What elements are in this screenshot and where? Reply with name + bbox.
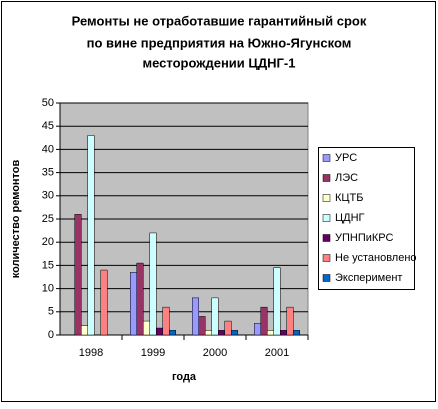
- bar: [81, 325, 88, 336]
- bar: [280, 330, 287, 336]
- legend-label: УПНПиКРС: [335, 232, 394, 244]
- legend-swatch: [322, 194, 331, 202]
- legend-label: ЦДНГ: [335, 212, 365, 224]
- y-tick-label: 0: [48, 329, 54, 341]
- x-tick-label: 2000: [203, 347, 227, 359]
- bar: [205, 330, 212, 336]
- chart-title: месторождении ЦДНГ-1: [143, 55, 296, 70]
- y-tick-label: 40: [42, 143, 54, 155]
- bar: [100, 269, 108, 336]
- bar: [254, 323, 261, 336]
- y-tick-label: 15: [42, 259, 54, 271]
- bar: [218, 330, 225, 336]
- legend-label: УРС: [335, 152, 357, 164]
- bar: [192, 297, 199, 336]
- bar: [267, 330, 274, 336]
- y-axis-label: количество ремонтов: [10, 159, 22, 278]
- x-tick-label: 2001: [265, 347, 289, 359]
- legend-swatch: [322, 214, 331, 222]
- chart-title: Ремонты не отработавшие гарантийный срок: [72, 13, 367, 28]
- x-axis-label: года: [172, 371, 197, 383]
- bar: [162, 306, 170, 336]
- bar: [130, 272, 137, 336]
- legend-label: ЛЭС: [335, 172, 358, 184]
- bar: [143, 320, 150, 336]
- legend-swatch: [322, 234, 331, 242]
- y-tick-label: 30: [42, 190, 54, 202]
- legend-swatch: [322, 154, 331, 162]
- chart-title: по вине предприятия на Южно-Ягунском: [87, 35, 352, 50]
- y-tick-label: 45: [42, 120, 54, 132]
- y-tick-label: 5: [48, 306, 54, 318]
- legend-box: [318, 147, 415, 290]
- legend-swatch: [322, 274, 331, 282]
- bar: [87, 135, 95, 336]
- bar: [169, 330, 176, 336]
- bar: [224, 320, 232, 336]
- bar: [74, 214, 82, 336]
- bar: [293, 330, 300, 336]
- y-tick-label: 35: [42, 167, 54, 179]
- y-tick-label: 10: [42, 283, 54, 295]
- y-tick-label: 20: [42, 236, 54, 248]
- bar: [231, 330, 238, 336]
- bar: [273, 267, 281, 336]
- y-tick-label: 25: [42, 213, 54, 225]
- bar: [286, 306, 294, 336]
- bar: [260, 306, 268, 336]
- x-tick-label: 1998: [79, 347, 103, 359]
- legend-label: КЦТБ: [335, 192, 363, 204]
- bar: [156, 327, 163, 336]
- bar: [198, 316, 206, 336]
- bar: [211, 297, 219, 336]
- bar: [149, 232, 157, 336]
- y-tick-label: 50: [42, 97, 54, 109]
- legend-label: Эксперимент: [335, 272, 402, 284]
- bar: [136, 262, 144, 336]
- legend-label: Не установлено: [335, 252, 417, 264]
- x-tick-label: 1999: [141, 347, 165, 359]
- legend-swatch: [322, 254, 331, 262]
- legend-swatch: [322, 174, 331, 182]
